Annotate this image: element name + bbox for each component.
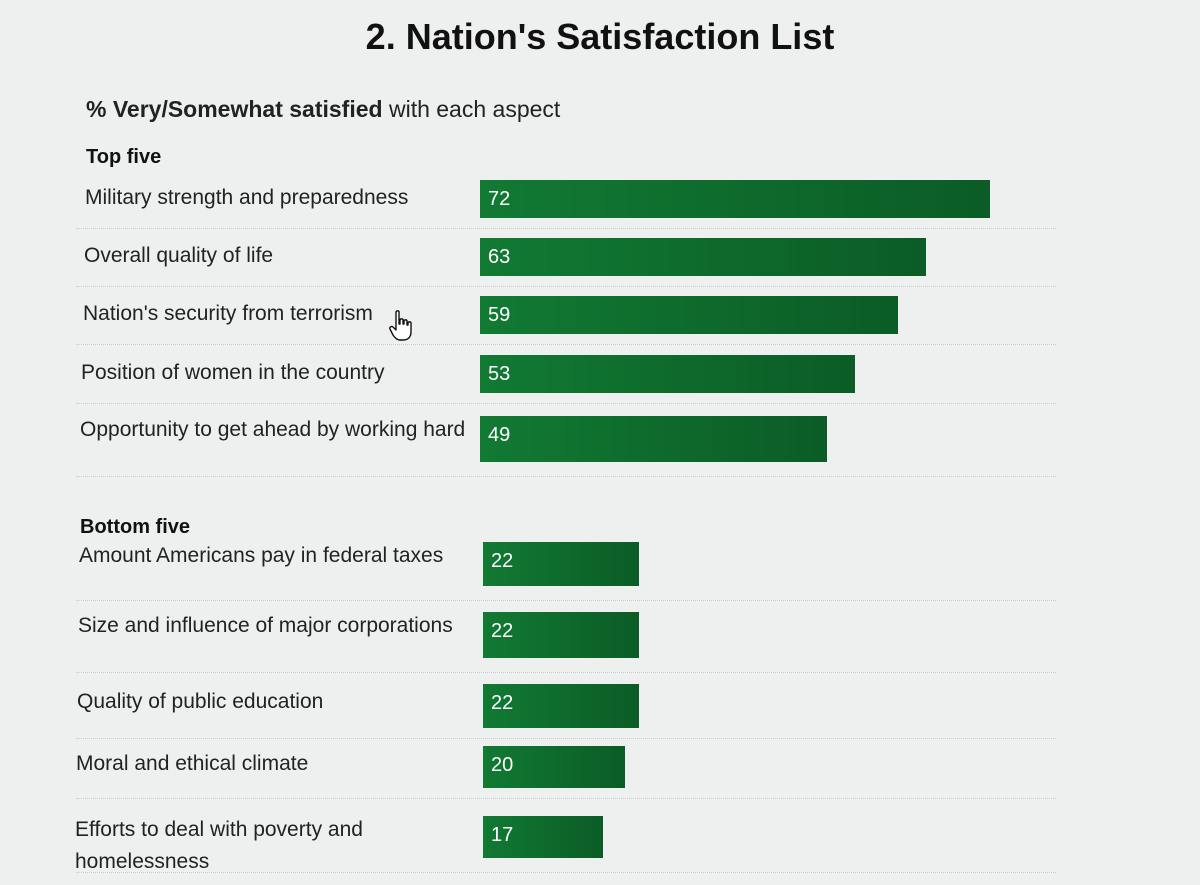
bar-value-label: 20 [491,754,514,776]
bar-value-label: 17 [491,824,514,846]
bar [483,542,639,586]
bar-value-label: 72 [488,188,511,210]
hand-cursor-icon [389,310,412,341]
row-label: Efforts to deal with poverty and homeles… [75,818,363,873]
row-label: Position of women in the country [81,361,385,384]
row-label: Overall quality of life [84,244,274,267]
bar [480,296,898,334]
bar [483,684,639,728]
bar-value-label: 63 [488,246,511,268]
bar [483,816,603,858]
bar-value-label: 22 [491,550,514,572]
subtitle-bold: % Very/Somewhat satisfied [86,96,383,122]
bar-value-label: 59 [488,304,511,326]
row-label: Quality of public education [77,690,324,713]
row-divider [76,600,1056,601]
row-label: Amount Americans pay in federal taxes [79,544,444,567]
row-label: Nation's security from terrorism [83,302,373,325]
bar [480,180,990,218]
subtitle-rest: with each aspect [382,96,561,122]
bar [483,612,639,658]
row-divider [76,476,1056,477]
row-divider [76,228,1056,229]
bar [480,355,855,393]
group-label: Bottom five [80,516,190,538]
row-divider [76,344,1056,345]
bar [480,416,827,462]
group-label: Top five [86,146,162,168]
row-label: Size and influence of major corporations [78,614,453,637]
row-label: Military strength and preparedness [85,186,409,209]
bar [480,238,926,276]
chart-title: 2. Nation's Satisfaction List [365,16,835,57]
row-divider [76,872,1056,873]
bar-value-label: 22 [491,692,514,714]
row-divider [76,738,1056,739]
row-divider [76,798,1056,799]
bar [483,746,625,788]
bar-value-label: 53 [488,363,511,385]
row-divider [76,672,1056,673]
row-label: Opportunity to get ahead by working hard [80,418,466,441]
bar-value-label: 22 [491,620,514,642]
row-divider [76,403,1056,404]
chart-subtitle: % Very/Somewhat satisfied with each aspe… [86,96,560,123]
bar-value-label: 49 [488,424,511,446]
row-label: Moral and ethical climate [76,752,309,775]
row-divider [76,286,1056,287]
